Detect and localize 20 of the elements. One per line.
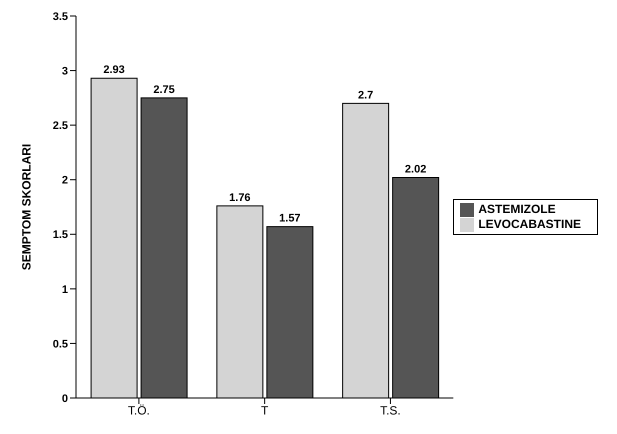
x-tick-label: T.Ö. <box>128 404 150 418</box>
y-tick-label: 2.5 <box>52 120 68 132</box>
y-axis-title: SEMPTOM SKORLARI <box>19 144 34 270</box>
y-tick-label: 1.5 <box>52 229 68 242</box>
data-label: 2.02 <box>404 164 426 176</box>
y-tick-label: 1 <box>62 284 68 296</box>
y-tick-label: 3.5 <box>52 10 68 23</box>
legend-label: LEVOCABASTINE <box>478 217 581 231</box>
x-tick-label: T <box>260 404 269 418</box>
y-tick-label: 3 <box>62 65 68 78</box>
x-tick-label: T.S. <box>380 404 401 418</box>
data-label: 2.7 <box>358 89 374 102</box>
y-tick-label: 0 <box>62 392 68 405</box>
legend-label: ASTEMIZOLE <box>478 202 556 216</box>
y-tick-label: 0.5 <box>52 338 68 350</box>
data-label: 1.76 <box>229 192 251 204</box>
data-label: 2.75 <box>153 84 175 96</box>
y-tick-label: 2 <box>62 174 68 187</box>
data-label: 2.93 <box>103 64 125 76</box>
data-label: 1.57 <box>279 212 301 225</box>
